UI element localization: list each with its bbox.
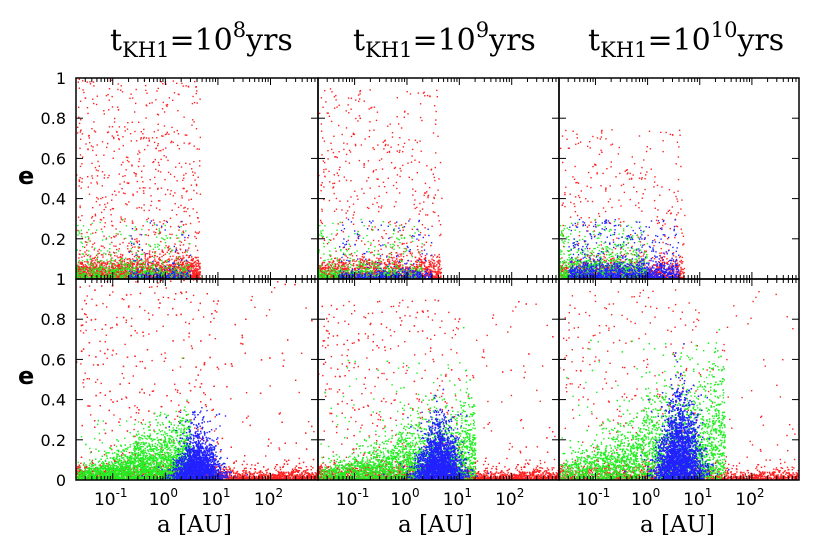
- y-tick-label: 0.8: [41, 310, 66, 329]
- y-tick-label: 0.8: [41, 109, 66, 128]
- data-points: [76, 78, 202, 279]
- panel-top-1: [75, 77, 319, 280]
- column-title-2: tKH1=109yrs: [353, 18, 536, 62]
- column-title-1: tKH1=108yrs: [110, 18, 293, 62]
- column-title-3: tKH1=1010yrs: [588, 18, 784, 62]
- x-axis-label-1: a [AU]: [157, 512, 232, 538]
- x-axis-label-2: a [AU]: [398, 512, 473, 538]
- x-tick-label: 100: [631, 486, 660, 510]
- x-tick-label: 10-1: [336, 486, 370, 510]
- data-points: [318, 88, 443, 279]
- y-tick-label: 0.6: [41, 350, 66, 369]
- data-points: [559, 129, 686, 279]
- y-tick-label: 1: [56, 69, 66, 88]
- x-tick-label: 102: [735, 486, 764, 510]
- panel-bottom-3: [558, 278, 800, 481]
- x-tick-label: 100: [390, 486, 419, 510]
- data-points: [559, 289, 799, 480]
- y-tick-label: 0.4: [41, 391, 66, 410]
- x-tick-label: 10-1: [577, 486, 611, 510]
- series-red: [76, 78, 202, 279]
- series-red: [318, 88, 443, 279]
- series-blue: [383, 388, 490, 480]
- x-tick-label: 101: [201, 486, 230, 510]
- y-tick-label: 0: [56, 471, 66, 490]
- x-tick-label: 100: [149, 486, 178, 510]
- y-tick-label: 0.2: [41, 230, 66, 249]
- x-tick-label: 102: [495, 486, 524, 510]
- x-tick-label: 101: [683, 486, 712, 510]
- data-points: [318, 299, 559, 480]
- series-blue: [568, 218, 681, 279]
- panel-top-2: [317, 77, 560, 280]
- x-axis-label-3: a [AU]: [640, 512, 715, 538]
- panel-bottom-2: [317, 278, 560, 481]
- panel-bottom-1: [75, 278, 319, 481]
- y-tick-label: 1: [56, 270, 66, 289]
- x-tick-label: 10-1: [94, 486, 128, 510]
- y-tick-label: 0.2: [41, 431, 66, 450]
- series-blue: [624, 343, 730, 480]
- y-tick-label: 0.6: [41, 149, 66, 168]
- panel-top-3: [558, 77, 800, 280]
- y-axis-label-top: e: [18, 162, 34, 190]
- x-tick-label: 102: [254, 486, 283, 510]
- y-axis-label-bottom: e: [18, 362, 34, 390]
- series-green: [559, 328, 726, 480]
- x-tick-label: 101: [443, 486, 472, 510]
- y-tick-label: 1: [56, 270, 66, 289]
- y-tick-label: 0.4: [41, 190, 66, 209]
- panel-frame: [75, 77, 319, 280]
- data-points: [76, 279, 318, 480]
